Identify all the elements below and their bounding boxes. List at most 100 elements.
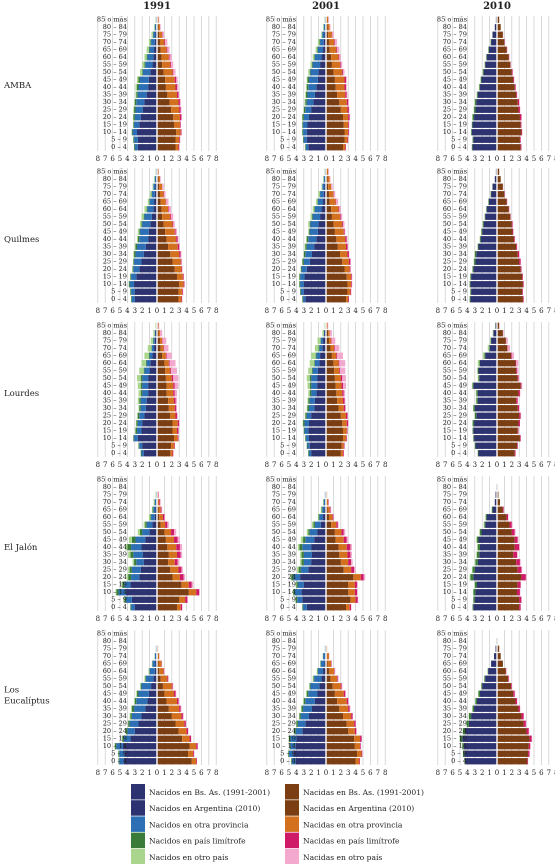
bar-male-main (475, 258, 497, 265)
age-label: 40 – 44 (272, 697, 296, 705)
bar-female-lim (349, 266, 351, 273)
x-tick-label: 4 (524, 769, 529, 777)
x-tick-label: 3 (346, 615, 350, 623)
bar-male-otro (151, 31, 153, 38)
bar-male-otro (135, 84, 138, 91)
age-label: 5 – 9 (451, 442, 467, 450)
bar-male-main (479, 690, 497, 697)
bar-female-lim (162, 514, 165, 521)
bar-male-otro (141, 213, 144, 220)
x-tick-label: 0 (324, 615, 328, 623)
age-label: 10 – 14 (443, 588, 467, 596)
bar-male-prov (142, 69, 151, 76)
legend-swatch (131, 816, 145, 832)
bar-female-main (326, 251, 341, 258)
bar-male-otro (312, 675, 314, 682)
bar-female-main (157, 360, 165, 367)
bar-female-prov (162, 213, 171, 220)
bar-female-main (326, 236, 337, 243)
bar-male-main (149, 529, 157, 536)
age-label: 40 – 44 (272, 389, 296, 397)
bar-female-otro (159, 330, 163, 337)
x-tick-label: 4 (184, 307, 189, 315)
bar-male-lim (481, 228, 483, 235)
x-tick-label: 3 (177, 307, 181, 315)
bar-male-otro (143, 521, 146, 528)
bar-female-otro (328, 168, 329, 175)
x-tick-label: 8 (383, 769, 387, 777)
bar-male-main (314, 397, 326, 404)
bar-male-prov (152, 660, 156, 667)
x-tick-label: 4 (353, 461, 358, 469)
bar-male-otro (312, 206, 315, 213)
age-label: 35 – 39 (272, 705, 296, 713)
x-tick-label: 8 (265, 155, 269, 163)
bar-female-prov (159, 39, 165, 46)
bar-female-prov (345, 296, 349, 303)
x-tick-label: 3 (177, 461, 181, 469)
bar-female-prov (343, 713, 352, 720)
bar-female-otro (179, 544, 183, 551)
bar-male-lim (477, 536, 479, 543)
bar-female-lim (513, 690, 515, 697)
x-tick-label: 5 (192, 155, 196, 163)
bar-male-otro (138, 405, 140, 412)
bar-male-main (154, 198, 157, 205)
bar-female-main (497, 121, 521, 128)
bar-male-prov (141, 450, 144, 457)
bar-female-main (497, 367, 517, 374)
x-tick-label: 6 (368, 155, 373, 163)
bar-female-prov (168, 243, 178, 250)
x-tick-label: 8 (96, 307, 100, 315)
bar-female-main (157, 660, 159, 667)
bar-male-prov (312, 213, 321, 220)
bar-male-prov (314, 54, 322, 61)
bar-male-prov (140, 397, 147, 404)
bar-female-lim (518, 420, 520, 427)
bar-male-lim (122, 735, 124, 742)
age-label: 35 – 39 (272, 243, 296, 251)
bar-male-lim (130, 713, 132, 720)
bar-male-otro (148, 39, 151, 46)
bar-male-lim (131, 129, 133, 136)
bar-male-otro (144, 206, 147, 213)
bar-male-otro (137, 529, 140, 536)
bar-female-otro (177, 536, 180, 543)
bar-male-prov (134, 114, 141, 121)
bar-female-prov (188, 750, 194, 757)
bar-male-lim (474, 581, 478, 588)
bar-female-prov (357, 750, 362, 757)
bar-female-main (157, 604, 177, 611)
bar-male-main (143, 251, 157, 258)
bar-male-otro (489, 337, 491, 344)
bar-male-prov (155, 491, 157, 498)
bar-female-prov (157, 322, 159, 329)
bar-male-main (323, 337, 326, 344)
row-label: Los (4, 686, 19, 696)
bar-male-prov (304, 420, 309, 427)
bar-female-main (497, 61, 511, 68)
age-label: 70 – 74 (272, 344, 296, 352)
age-label: 65 – 69 (103, 506, 127, 514)
x-tick-label: 4 (294, 307, 299, 315)
age-label: 40 – 44 (272, 235, 296, 243)
x-tick-label: 4 (294, 461, 299, 469)
bar-female-otro (339, 360, 346, 367)
bar-male-main (479, 551, 497, 558)
bar-male-prov (302, 544, 312, 551)
bar-male-prov (305, 106, 312, 113)
x-tick-label: 8 (436, 307, 440, 315)
bar-female-lim (186, 728, 189, 735)
x-tick-label: 7 (272, 769, 276, 777)
bar-male-lim (306, 91, 308, 98)
bar-female-lim (160, 506, 162, 513)
bar-male-main (478, 536, 497, 543)
bar-male-main (142, 106, 157, 113)
x-tick-label: 8 (436, 461, 440, 469)
age-label: 0 – 4 (111, 143, 127, 151)
bar-female-main (157, 266, 175, 273)
bar-male-main (476, 412, 497, 419)
bar-male-lim (296, 720, 298, 727)
x-tick-label: 6 (110, 307, 115, 315)
bar-male-main (143, 450, 157, 457)
